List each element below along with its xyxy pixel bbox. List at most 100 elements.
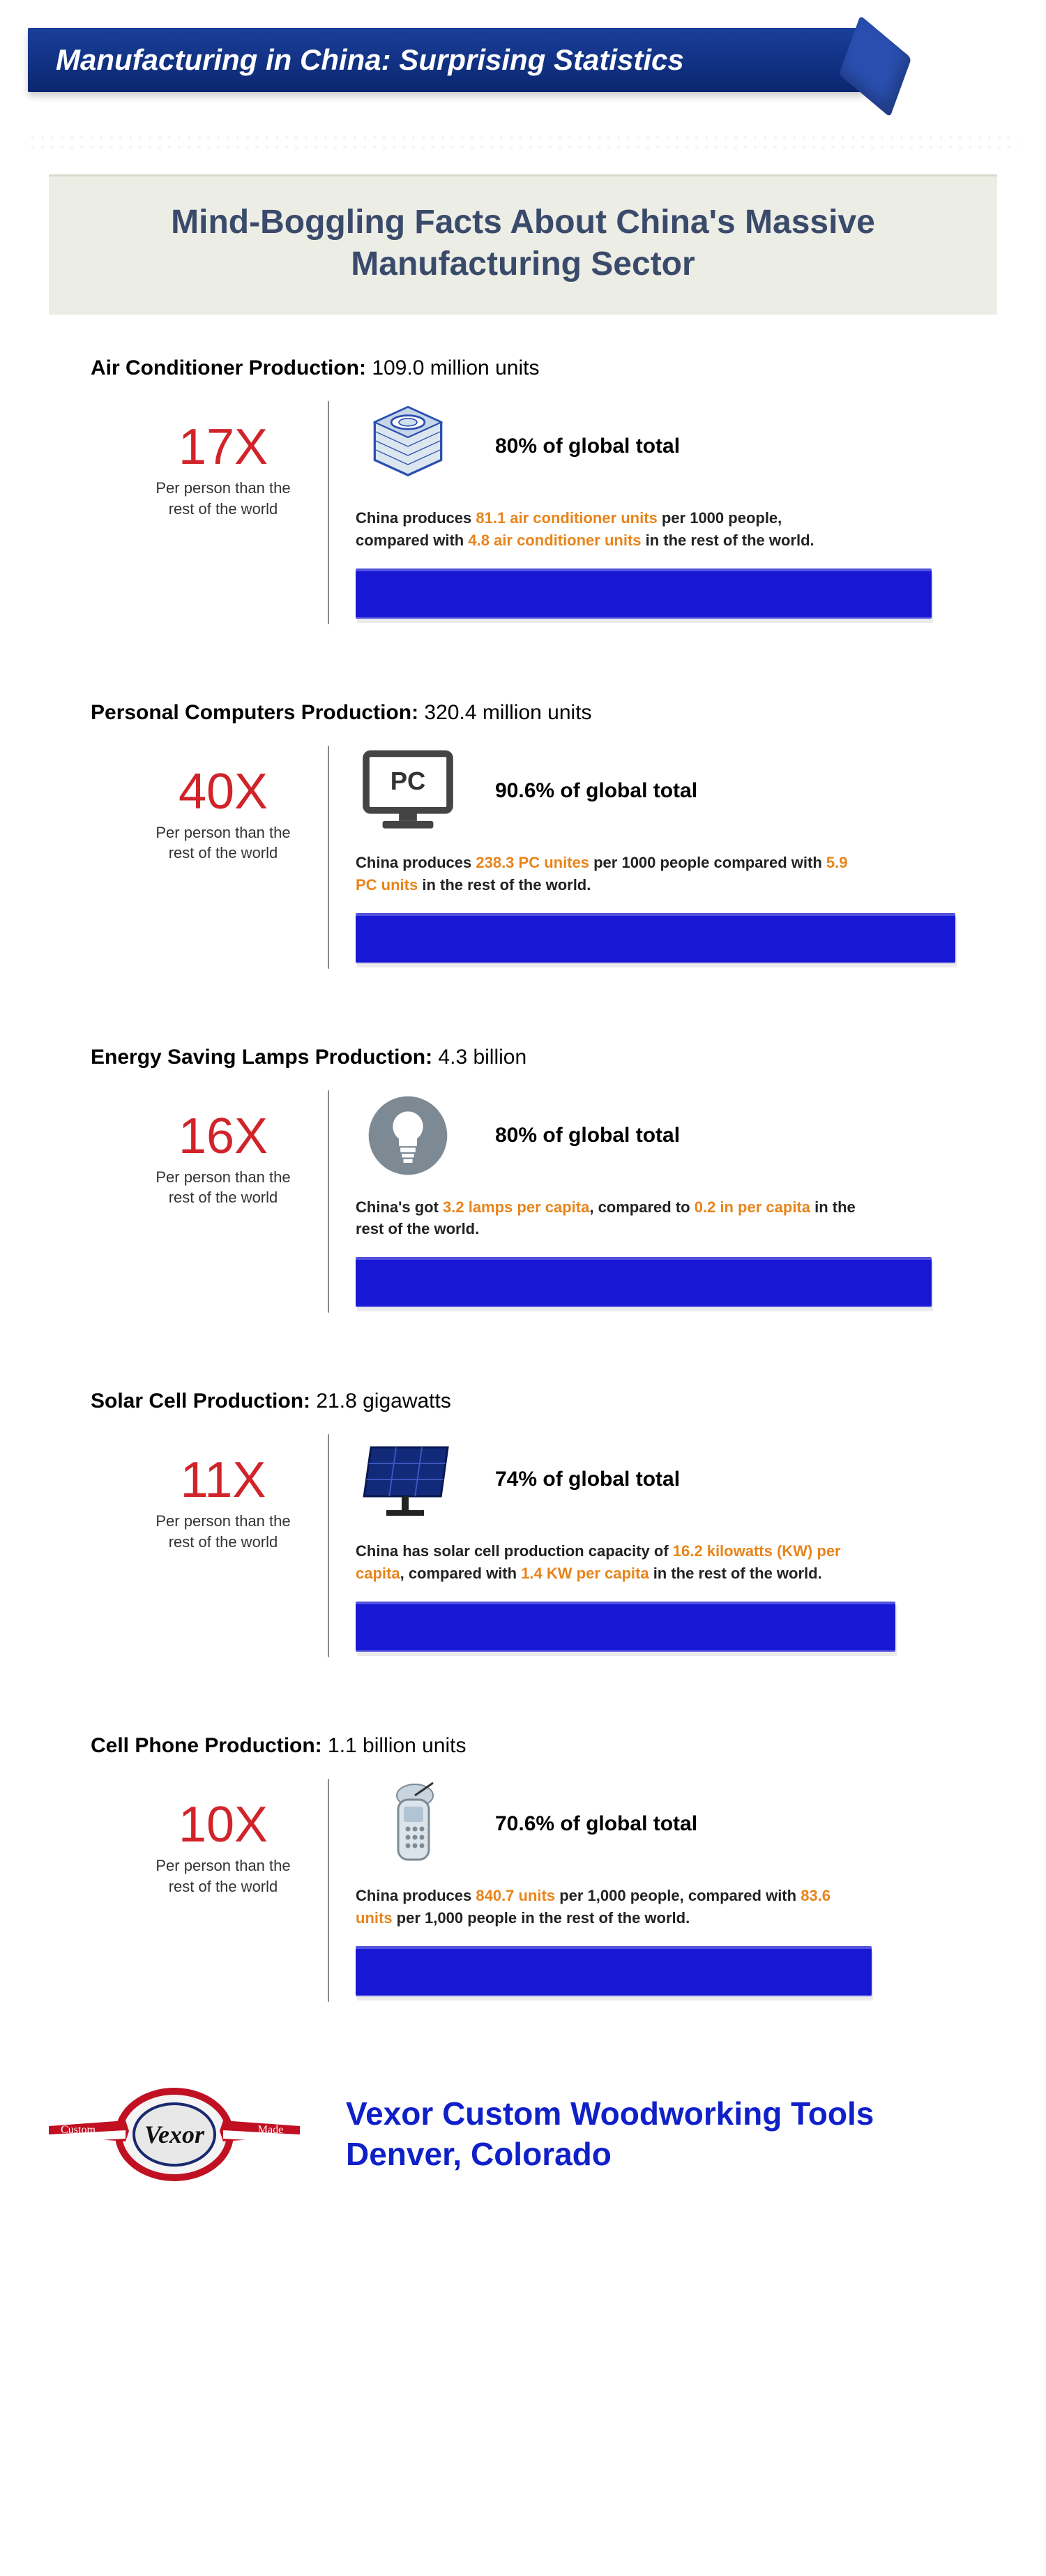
desc-highlight-2: 0.2 in per capita: [695, 1198, 810, 1216]
stat-title-label: Cell Phone Production:: [91, 1734, 322, 1757]
desc-mid: , compared to: [589, 1198, 694, 1216]
stat-block-solar: Solar Cell Production: 21.8 gigawatts 11…: [91, 1389, 955, 1657]
vertical-divider: [328, 1434, 329, 1657]
stat-title: Energy Saving Lamps Production: 4.3 bill…: [91, 1046, 955, 1069]
dot-pattern-decoration: [28, 133, 1018, 153]
global-suffix: of global total: [543, 435, 680, 458]
global-suffix: of global total: [543, 1124, 680, 1147]
multiplier-column: 17X Per person than the rest of the worl…: [146, 401, 328, 624]
desc-highlight-1: 81.1 air conditioner units: [476, 509, 657, 527]
vertical-divider: [328, 1779, 329, 2002]
global-pct: 80%: [495, 435, 537, 458]
stat-block-lamp: Energy Saving Lamps Production: 4.3 bill…: [91, 1046, 955, 1313]
icon-row: 74% of global total: [356, 1434, 955, 1525]
global-pct: 90.6%: [495, 779, 554, 802]
desc-highlight-2: 4.8 air conditioner units: [468, 532, 641, 549]
desc-pre: China produces: [356, 1887, 476, 1904]
percentage-bar: [356, 568, 932, 619]
multiplier-column: 40X Per person than the rest of the worl…: [146, 746, 328, 969]
footer-location: Denver, Colorado: [346, 2134, 874, 2175]
footer-company: Vexor Custom Woodworking Tools: [346, 2094, 874, 2134]
global-total: 90.6% of global total: [495, 778, 697, 804]
desc-mid: per 1,000 people, compared with: [555, 1887, 801, 1904]
percentage-bar: [356, 1946, 872, 1996]
desc-highlight-1: 238.3 PC unites: [476, 854, 589, 871]
lamp-icon: [356, 1090, 460, 1181]
per-person-label: Per person than the rest of the world: [146, 822, 300, 864]
global-total: 74% of global total: [495, 1467, 680, 1492]
ac-icon: [356, 401, 460, 492]
global-suffix: of global total: [560, 779, 697, 802]
global-pct: 70.6%: [495, 1812, 554, 1835]
desc-mid: , compared with: [400, 1565, 522, 1582]
bar-container: [356, 1257, 955, 1313]
detail-column: 70.6% of global total China produces 840…: [356, 1779, 955, 2002]
svg-text:Vexor: Vexor: [144, 2121, 205, 2148]
per-person-label: Per person than the rest of the world: [146, 1511, 300, 1552]
bar-container: [356, 568, 955, 624]
stat-title-value: 21.8 gigawatts: [316, 1389, 450, 1413]
desc-mid: per 1000 people compared with: [589, 854, 826, 871]
infographic-page: Manufacturing in China: Surprising Stati…: [0, 28, 1046, 2190]
global-pct: 74%: [495, 1468, 537, 1491]
subtitle-box: Mind-Boggling Facts About China's Massiv…: [49, 174, 997, 315]
global-total: 70.6% of global total: [495, 1812, 697, 1837]
desc-post: in the rest of the world.: [649, 1565, 822, 1582]
global-suffix: of global total: [543, 1468, 680, 1491]
desc-pre: China produces: [356, 509, 476, 527]
banner-title: Manufacturing in China: Surprising Stati…: [28, 28, 865, 92]
desc-pre: China produces: [356, 854, 476, 871]
solar-icon: [356, 1434, 460, 1525]
bar-container: [356, 1946, 955, 2002]
multiplier-value: 40X: [146, 767, 300, 817]
icon-row: 80% of global total: [356, 401, 955, 492]
stat-body: 40X Per person than the rest of the worl…: [146, 746, 955, 969]
detail-column: 74% of global total China has solar cell…: [356, 1434, 955, 1657]
icon-row: 70.6% of global total: [356, 1779, 955, 1869]
multiplier-value: 10X: [146, 1800, 300, 1850]
multiplier-column: 16X Per person than the rest of the worl…: [146, 1090, 328, 1313]
global-total: 80% of global total: [495, 434, 680, 459]
bar-container: [356, 913, 955, 969]
stat-description: China has solar cell production capacity…: [356, 1540, 858, 1585]
stat-title-label: Energy Saving Lamps Production:: [91, 1046, 432, 1069]
stat-body: 10X Per person than the rest of the worl…: [146, 1779, 955, 2002]
desc-highlight-1: 840.7 units: [476, 1887, 555, 1904]
stat-block-phone: Cell Phone Production: 1.1 billion units…: [91, 1734, 955, 2002]
icon-row: PC 90.6% of global total: [356, 746, 955, 836]
per-person-label: Per person than the rest of the world: [146, 1855, 300, 1897]
stat-title-value: 4.3 billion: [438, 1046, 526, 1069]
svg-text:Made: Made: [258, 2124, 283, 2136]
stat-description: China produces 840.7 units per 1,000 peo…: [356, 1885, 858, 1929]
stat-description: China's got 3.2 lamps per capita, compar…: [356, 1196, 858, 1241]
global-pct: 80%: [495, 1124, 537, 1147]
stat-title-label: Personal Computers Production:: [91, 701, 418, 724]
subtitle-text: Mind-Boggling Facts About China's Massiv…: [63, 202, 983, 285]
global-suffix: of global total: [560, 1812, 697, 1835]
global-total: 80% of global total: [495, 1123, 680, 1148]
stat-title: Air Conditioner Production: 109.0 millio…: [91, 356, 955, 380]
stat-body: 16X Per person than the rest of the worl…: [146, 1090, 955, 1313]
stat-title-value: 1.1 billion units: [328, 1734, 466, 1757]
per-person-label: Per person than the rest of the world: [146, 1167, 300, 1208]
multiplier-column: 11X Per person than the rest of the worl…: [146, 1434, 328, 1657]
stat-block-pc: Personal Computers Production: 320.4 mil…: [91, 701, 955, 969]
detail-column: 80% of global total China's got 3.2 lamp…: [356, 1090, 955, 1313]
icon-row: 80% of global total: [356, 1090, 955, 1181]
stat-description: China produces 81.1 air conditioner unit…: [356, 507, 858, 552]
bar-container: [356, 1602, 955, 1657]
stat-title-label: Air Conditioner Production:: [91, 356, 366, 379]
detail-column: PC 90.6% of global total China produces …: [356, 746, 955, 969]
stat-body: 11X Per person than the rest of the worl…: [146, 1434, 955, 1657]
percentage-bar: [356, 1257, 932, 1307]
stats-container: Air Conditioner Production: 109.0 millio…: [0, 356, 1046, 2002]
desc-post: per 1,000 people in the rest of the worl…: [393, 1909, 690, 1927]
multiplier-column: 10X Per person than the rest of the worl…: [146, 1779, 328, 2002]
stat-title-label: Solar Cell Production:: [91, 1389, 310, 1413]
stat-title: Personal Computers Production: 320.4 mil…: [91, 701, 955, 725]
desc-post: in the rest of the world.: [418, 876, 591, 894]
multiplier-value: 17X: [146, 422, 300, 472]
percentage-bar: [356, 1602, 895, 1652]
desc-highlight-1: 3.2 lamps per capita: [443, 1198, 589, 1216]
stat-description: China produces 238.3 PC unites per 1000 …: [356, 852, 858, 896]
